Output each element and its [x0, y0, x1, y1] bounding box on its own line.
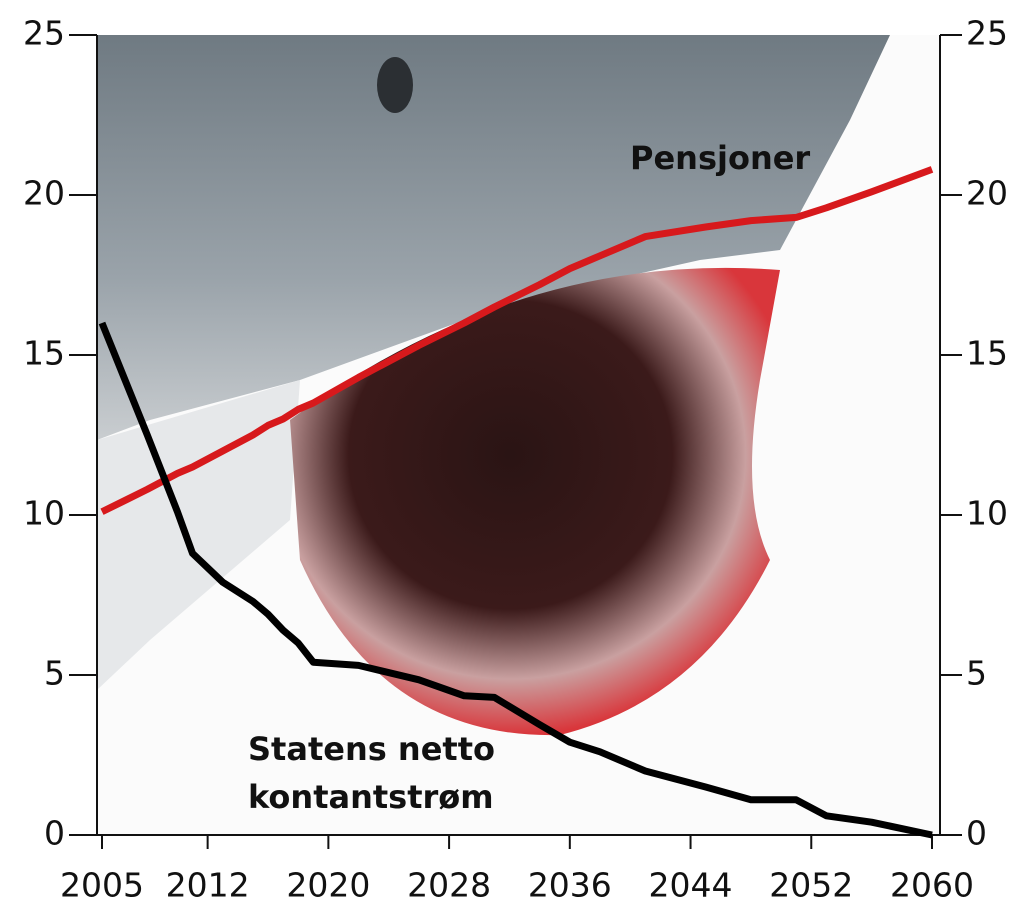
y-tick-label: 20	[23, 174, 65, 213]
x-tick-label: 2012	[166, 866, 250, 905]
y2-tick-label: 20	[966, 174, 1008, 213]
y-tick-label: 25	[23, 14, 65, 53]
x-tick-label: 2020	[286, 866, 370, 905]
y-tick-label: 5	[44, 654, 65, 693]
series-label: Pensjoner	[630, 139, 811, 177]
y-tick-label: 10	[23, 494, 65, 533]
y2-tick-label: 0	[966, 814, 987, 853]
x-tick-label: 2052	[769, 866, 853, 905]
background-photo	[97, 35, 940, 835]
x-tick-label: 2044	[649, 866, 733, 905]
series-line	[98, 321, 933, 839]
y-tick-label: 15	[23, 334, 65, 373]
series-line	[100, 166, 934, 515]
x-tick-label: 2036	[528, 866, 612, 905]
series-label: Statens netto kontantstrøm	[248, 730, 495, 816]
y2-tick-label: 25	[966, 14, 1008, 53]
x-tick-label: 2028	[407, 866, 491, 905]
y2-tick-label: 10	[966, 494, 1008, 533]
y2-tick-label: 15	[966, 334, 1008, 373]
y2-tick-label: 5	[966, 654, 987, 693]
y-tick-label: 0	[44, 814, 65, 853]
x-tick-label: 2005	[60, 866, 144, 905]
x-tick-label: 2060	[890, 866, 974, 905]
